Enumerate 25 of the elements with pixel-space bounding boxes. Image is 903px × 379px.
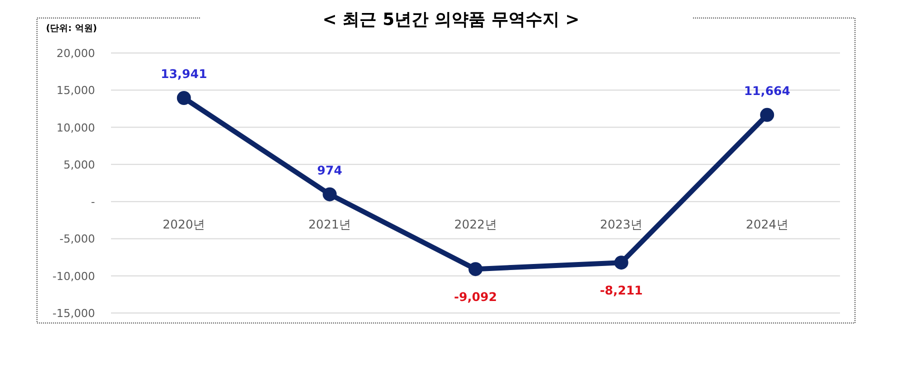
y-tick-label: -5,000 bbox=[60, 232, 95, 246]
text: -8,211 bbox=[600, 284, 643, 298]
y-tick-label: 20,000 bbox=[56, 47, 95, 60]
y-tick-label: -15,000 bbox=[52, 307, 95, 320]
x-tick-label: 2024년 bbox=[746, 218, 788, 232]
y-tick-label: 5,000 bbox=[64, 158, 95, 172]
point bbox=[760, 108, 774, 122]
y-axis-title: (단위: 억원) bbox=[46, 24, 97, 34]
text: 13,941 bbox=[160, 67, 208, 82]
y-tick-label: 15,000 bbox=[56, 84, 95, 98]
y-tick-label: 10,000 bbox=[56, 121, 95, 134]
point bbox=[468, 262, 482, 276]
y-tick-label: - bbox=[91, 196, 96, 209]
x-tick-label: 2022년 bbox=[454, 218, 497, 232]
text: -9,092 bbox=[454, 290, 497, 304]
point bbox=[176, 91, 191, 106]
point bbox=[322, 187, 337, 202]
text: 974 bbox=[317, 163, 342, 178]
x-tick-label: 2021년 bbox=[308, 218, 351, 232]
y-tick-label: -10,000 bbox=[52, 270, 95, 283]
chart-title: < 최근 5년간 의약품 무역수지 > bbox=[322, 10, 580, 30]
x-tick-label: 2023년 bbox=[600, 218, 643, 232]
x-tick-label: 2020년 bbox=[162, 218, 206, 232]
text: 11,664 bbox=[744, 84, 790, 98]
point bbox=[614, 256, 628, 270]
